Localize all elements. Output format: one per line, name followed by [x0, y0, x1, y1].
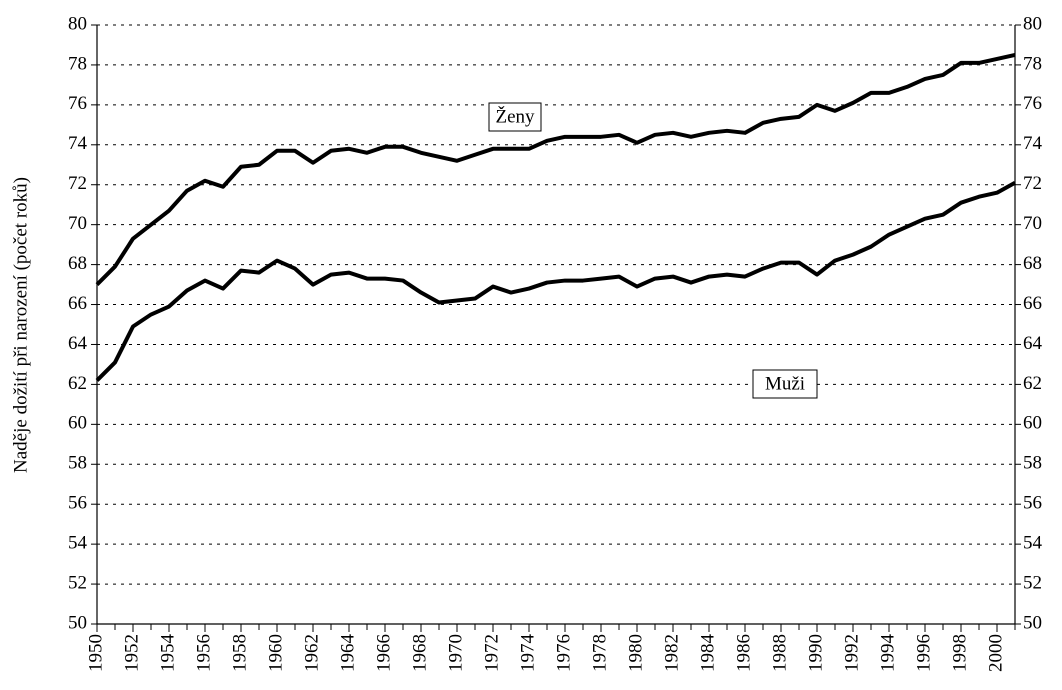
legend-box — [488, 102, 542, 132]
y-tick-label: 72 — [68, 173, 87, 194]
y-tick-label: 68 — [68, 253, 87, 274]
x-tick-label: 1978 — [589, 634, 610, 672]
y-tick-label: 54 — [68, 532, 88, 553]
x-tick-label: 1996 — [913, 634, 934, 672]
y-tick-label: 50 — [68, 612, 87, 633]
y-tick-label: 78 — [68, 53, 87, 74]
x-tick-label: 1994 — [877, 634, 898, 673]
x-tick-label: 1956 — [193, 634, 214, 672]
x-tick-label: 1990 — [805, 634, 826, 672]
x-tick-label: 1992 — [841, 634, 862, 672]
y-tick-label: 76 — [68, 93, 87, 114]
plot-frame — [96, 25, 1016, 625]
x-tick-label: 1974 — [517, 634, 538, 673]
y2-tick-label: 72 — [1023, 173, 1042, 194]
y2-tick-label: 56 — [1023, 493, 1042, 514]
series-line — [95, 52, 1016, 286]
x-tick-label: 1976 — [553, 634, 574, 672]
y2-tick-label: 68 — [1023, 253, 1042, 274]
legend-box — [752, 369, 818, 399]
y-tick-label: 70 — [68, 213, 87, 234]
legend-label: Ženy — [495, 105, 535, 127]
x-tick-label: 1954 — [157, 634, 178, 673]
y2-tick-label: 70 — [1023, 213, 1042, 234]
y2-tick-label: 78 — [1023, 53, 1042, 74]
y2-tick-label: 64 — [1023, 333, 1043, 354]
x-tick-label: 1984 — [697, 634, 718, 673]
legend-label: Muži — [765, 373, 805, 394]
x-tick-label: 1966 — [373, 634, 394, 672]
y-axis-label: Naděje dožití při narození (počet roků) — [10, 177, 31, 473]
y2-tick-label: 54 — [1023, 532, 1043, 553]
y-tick-label: 60 — [68, 413, 87, 434]
y-tick-label: 66 — [68, 293, 87, 314]
x-tick-label: 1968 — [409, 634, 430, 672]
y2-tick-label: 58 — [1023, 453, 1042, 474]
y2-tick-label: 66 — [1023, 293, 1042, 314]
y2-tick-label: 80 — [1023, 13, 1042, 34]
x-tick-label: 1970 — [445, 634, 466, 672]
x-tick-label: 1972 — [481, 634, 502, 672]
y-tick-label: 64 — [68, 333, 88, 354]
y-tick-label: 74 — [68, 133, 88, 154]
x-tick-label: 1958 — [229, 634, 250, 672]
x-tick-label: 1952 — [121, 634, 142, 672]
y2-tick-label: 60 — [1023, 413, 1042, 434]
x-tick-label: 2000 — [985, 634, 1006, 672]
series-line — [95, 180, 1016, 382]
x-tick-label: 1964 — [337, 634, 358, 673]
x-tick-label: 1960 — [265, 634, 286, 672]
y-tick-label: 80 — [68, 13, 87, 34]
x-tick-label: 1988 — [769, 634, 790, 672]
y-tick-label: 58 — [68, 453, 87, 474]
x-tick-label: 1986 — [733, 634, 754, 672]
x-tick-label: 1982 — [661, 634, 682, 672]
y-tick-label: 62 — [68, 373, 87, 394]
x-tick-label: 1998 — [949, 634, 970, 672]
y2-tick-label: 74 — [1023, 133, 1043, 154]
y2-tick-label: 50 — [1023, 612, 1042, 633]
x-tick-label: 1950 — [85, 634, 106, 672]
y-tick-label: 52 — [68, 572, 87, 593]
y2-tick-label: 76 — [1023, 93, 1042, 114]
y-tick-label: 56 — [68, 493, 87, 514]
y2-tick-label: 62 — [1023, 373, 1042, 394]
x-tick-label: 1962 — [301, 634, 322, 672]
x-tick-label: 1980 — [625, 634, 646, 672]
y2-tick-label: 52 — [1023, 572, 1042, 593]
